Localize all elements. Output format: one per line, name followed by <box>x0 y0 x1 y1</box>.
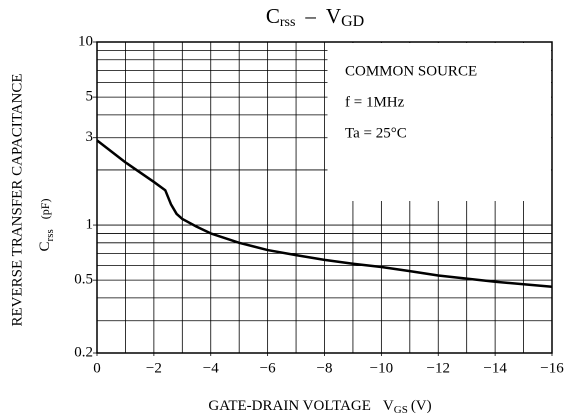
x-tick-label: −2 <box>146 360 162 376</box>
y-label-part: C <box>37 241 53 251</box>
x-label-part: GATE-DRAIN VOLTAGE <box>208 398 371 414</box>
x-label-part: (V) <box>411 398 432 414</box>
y-axis-label: Crss (pF) <box>37 199 55 252</box>
y-label-part: (pF) <box>38 199 52 220</box>
y-tick-label: 3 <box>86 129 94 145</box>
annotation: Ta = 25°C <box>345 125 407 141</box>
y-tick-label: 10 <box>78 33 93 49</box>
title-part: C <box>266 4 280 28</box>
x-tick-label: −6 <box>260 360 276 376</box>
y-tick-label: 5 <box>86 89 94 105</box>
annotation: f = 1MHz <box>345 94 405 110</box>
y-tick-label: 0.5 <box>74 272 93 288</box>
y-label-part: rss <box>44 229 56 241</box>
x-tick-label: −4 <box>203 360 219 376</box>
x-tick-label: −16 <box>540 360 564 376</box>
x-tick-label: −10 <box>370 360 393 376</box>
data-line <box>96 139 553 289</box>
plot-frame <box>96 41 553 354</box>
title-part: GD <box>341 13 364 30</box>
x-label-part: GS <box>394 404 408 416</box>
title-part: rss <box>280 15 296 30</box>
annotation-box <box>327 43 551 201</box>
x-tick-label: −8 <box>317 360 333 376</box>
x-label-part: V <box>383 398 394 414</box>
y-axis-label: REVERSE TRANSFER CAPACITANCE <box>9 73 25 326</box>
x-tick-label: −14 <box>483 360 507 376</box>
title-part: – <box>304 4 316 28</box>
y-tick-label: 1 <box>86 216 94 232</box>
title-part: V <box>326 4 341 28</box>
x-tick-label: 0 <box>93 360 101 376</box>
x-axis-label: GATE-DRAIN VOLTAGE VGS (V) <box>208 398 431 415</box>
chart-title: Crss – VGD <box>266 4 364 30</box>
annotation: COMMON SOURCE <box>345 63 477 79</box>
x-tick-label: −12 <box>427 360 450 376</box>
y-tick-label: 0.2 <box>74 344 93 360</box>
